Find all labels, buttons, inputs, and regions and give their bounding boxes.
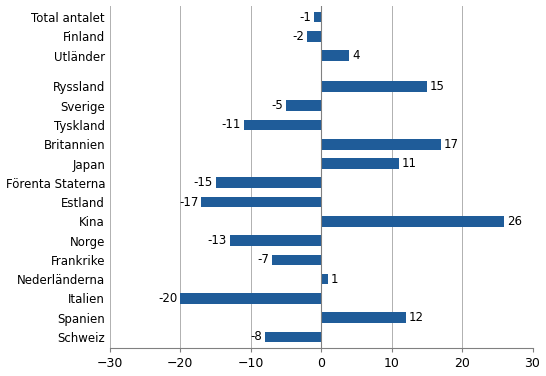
Text: -8: -8 [250, 331, 262, 343]
Text: 26: 26 [507, 215, 522, 228]
Bar [230, 235, 321, 246]
Bar [321, 81, 427, 92]
Bar [321, 274, 328, 284]
Text: -13: -13 [207, 234, 227, 247]
Text: -15: -15 [193, 176, 213, 189]
Bar [321, 139, 441, 150]
Bar [321, 50, 349, 61]
Text: 15: 15 [430, 80, 444, 93]
Text: -1: -1 [299, 11, 311, 24]
Text: 12: 12 [408, 311, 424, 324]
Bar [272, 255, 321, 265]
Bar [201, 197, 321, 207]
Bar [216, 177, 321, 188]
Bar [321, 158, 399, 169]
Text: -2: -2 [293, 30, 304, 43]
Bar [180, 293, 321, 304]
Bar [244, 120, 321, 130]
Text: 17: 17 [444, 138, 459, 151]
Bar [314, 12, 321, 23]
Text: -5: -5 [271, 99, 283, 112]
Text: -20: -20 [158, 292, 177, 305]
Bar [321, 216, 505, 227]
Bar [307, 31, 321, 42]
Bar [321, 312, 406, 323]
Text: 11: 11 [401, 157, 417, 170]
Text: -17: -17 [179, 196, 199, 209]
Text: 1: 1 [331, 273, 339, 286]
Text: 4: 4 [352, 49, 360, 62]
Text: -11: -11 [222, 118, 241, 132]
Text: -7: -7 [257, 253, 269, 266]
Bar [286, 100, 321, 111]
Bar [265, 332, 321, 342]
